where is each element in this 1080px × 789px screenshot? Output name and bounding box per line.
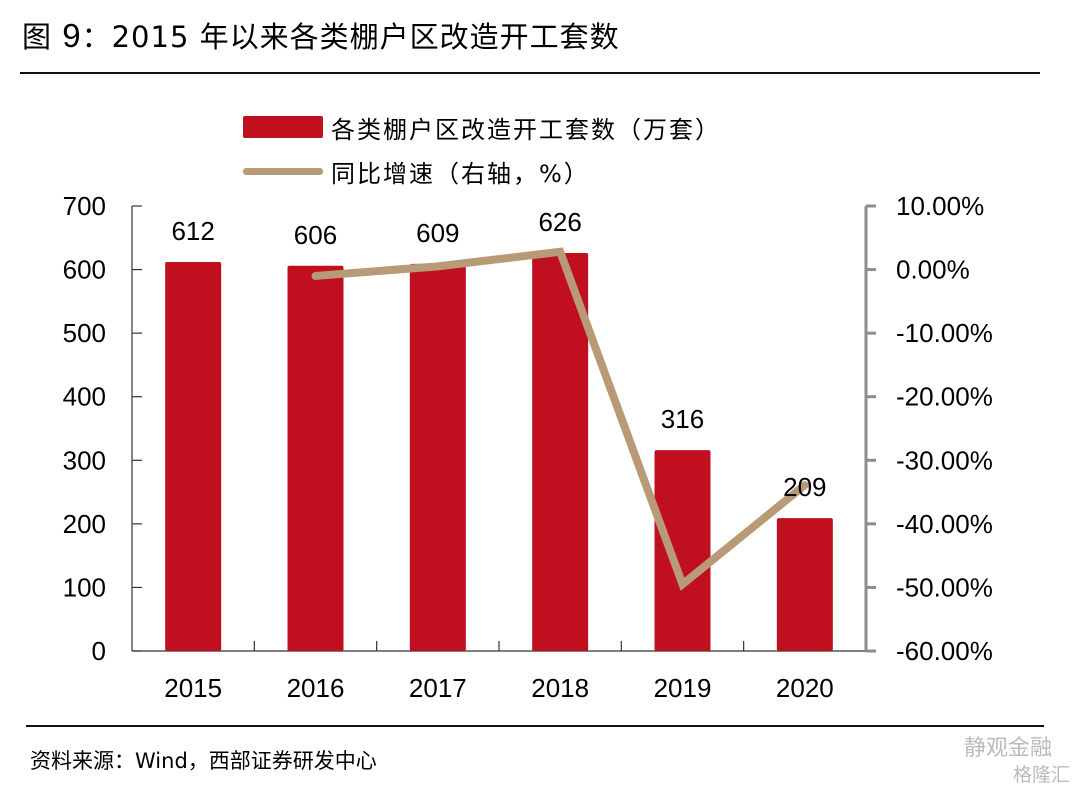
left-axis-tick-label: 400 [63, 382, 106, 412]
x-axis-tick-label: 2016 [287, 673, 345, 703]
legend: 各类棚户区改造开工套数（万套） 同比增速（右轴，%） [243, 105, 721, 193]
left-axis-tick-label: 600 [63, 255, 106, 285]
bar-data-label: 612 [171, 216, 214, 246]
bar-2017 [409, 263, 466, 651]
right-axis-tick-label: -40.00% [896, 509, 993, 539]
x-axis-tick-label: 2020 [776, 673, 834, 703]
right-axis-tick-label: -30.00% [896, 445, 993, 475]
x-axis-tick-label: 2015 [164, 673, 222, 703]
bar-data-label: 316 [661, 404, 704, 434]
right-axis-tick-label: -20.00% [896, 382, 993, 412]
legend-item-bar: 各类棚户区改造开工套数（万套） [243, 105, 721, 149]
watermark-gelonghui: 格隆汇 [1012, 764, 1070, 786]
legend-swatch-line [243, 167, 323, 175]
chart-title: 图 9：2015 年以来各类棚户区改造开工套数 [22, 17, 620, 54]
legend-label-bar: 各类棚户区改造开工套数（万套） [331, 115, 721, 144]
right-axis-tick-label: -60.00% [896, 636, 993, 666]
left-axis-tick-label: 700 [63, 191, 106, 221]
legend-swatch-bar [243, 116, 323, 138]
right-axis-tick-label: 0.00% [896, 255, 970, 285]
bar-data-label: 606 [294, 220, 337, 250]
bar-2016 [287, 265, 344, 651]
right-axis-tick-label: -10.00% [896, 318, 993, 348]
bar-data-label: 209 [783, 472, 826, 502]
watermark-wechat: 静观金融 [963, 736, 1052, 761]
bar-2018 [532, 253, 589, 652]
top-rule [20, 72, 1040, 74]
bar-2019 [654, 450, 711, 651]
bar-data-label: 609 [416, 218, 459, 248]
legend-item-line: 同比增速（右轴，%） [243, 149, 721, 193]
left-axis-tick-label: 300 [63, 445, 106, 475]
growth-line [311, 247, 809, 591]
left-axis-tick-label: 0 [92, 636, 106, 666]
x-axis-tick-label: 2019 [654, 673, 712, 703]
bar-2020 [776, 518, 833, 651]
bar-2015 [165, 261, 222, 651]
x-axis-tick-label: 2017 [409, 673, 467, 703]
bottom-rule [26, 725, 1044, 727]
left-axis-tick-label: 100 [63, 572, 106, 602]
x-axis-tick-label: 2018 [531, 673, 589, 703]
legend-label-line: 同比增速（右轴，%） [331, 159, 590, 188]
left-axis-tick-label: 500 [63, 318, 106, 348]
right-axis-tick-label: 10.00% [896, 191, 984, 221]
source-note: 资料来源：Wind，西部证券研发中心 [30, 749, 377, 773]
left-axis-tick-label: 200 [63, 509, 106, 539]
right-axis-tick-label: -50.00% [896, 572, 993, 602]
bar-data-label: 626 [538, 207, 581, 237]
